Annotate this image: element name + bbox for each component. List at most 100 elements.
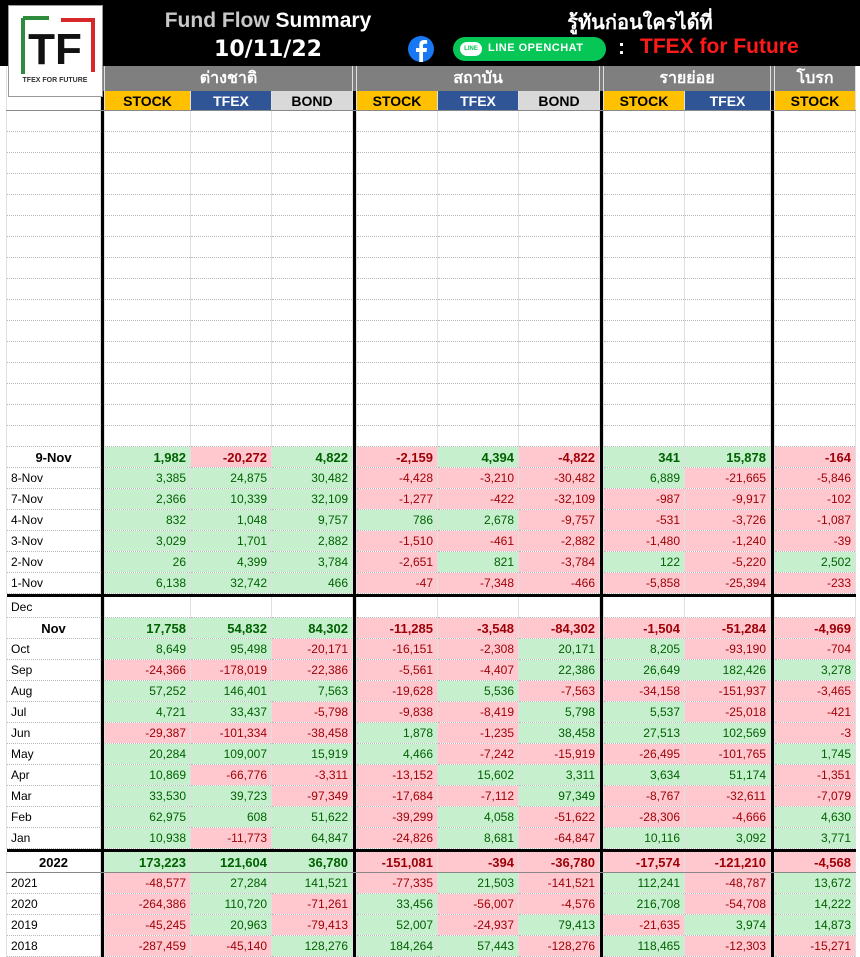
value-cell (518, 597, 600, 618)
value-cell: 1,878 (356, 722, 438, 744)
column-separator (599, 110, 604, 132)
table-row: Nov 17,758 54,832 84,302 -11,285 -3,548 -84,30… (6, 617, 856, 639)
value-cell (271, 194, 353, 216)
value-cell (518, 215, 600, 237)
column-separator (770, 467, 775, 489)
value-cell (104, 404, 191, 426)
row-label: 4-Nov (6, 509, 101, 531)
group-header: ต่างชาติ (104, 66, 353, 91)
slogan: รู้ทันก่อนใครได้ที่ (567, 10, 713, 34)
value-cell: 832 (104, 509, 191, 531)
value-cell (437, 383, 519, 405)
value-cell: -8,419 (437, 701, 519, 723)
column-separator (100, 659, 105, 681)
value-cell: -54,708 (684, 893, 771, 915)
value-cell: 57,252 (104, 680, 191, 702)
column-separator (770, 66, 775, 91)
value-cell: -987 (603, 488, 685, 510)
value-cell (774, 278, 856, 300)
value-cell (684, 383, 771, 405)
facebook-icon[interactable] (400, 35, 442, 63)
value-cell (518, 194, 600, 216)
value-cell: -1,504 (603, 617, 685, 639)
column-header-stock: STOCK (104, 91, 191, 111)
value-cell (518, 299, 600, 321)
value-cell: 13,672 (774, 872, 856, 894)
value-cell (356, 236, 438, 258)
value-cell (603, 278, 685, 300)
column-separator (100, 680, 105, 702)
value-cell (271, 173, 353, 195)
fund-flow-table: ต่างชาติ สถาบัน รายย่อย โบรก STOCK TFEX BOND ST… (6, 66, 856, 957)
value-cell: -16,151 (356, 638, 438, 660)
value-cell (190, 110, 272, 132)
column-separator (352, 488, 357, 510)
column-header-bond: BOND (518, 91, 600, 111)
column-header-stock: STOCK (603, 91, 685, 111)
value-cell: -128,276 (518, 935, 600, 957)
value-cell (271, 131, 353, 153)
value-cell: -151,081 (356, 852, 438, 873)
row-label: May (6, 743, 101, 765)
table-row: Oct 8,649 95,498 -20,171 -16,151 -2,308 20,171… (6, 638, 856, 660)
value-cell (271, 404, 353, 426)
column-separator (352, 278, 357, 300)
column-separator (352, 743, 357, 765)
value-cell: -7,079 (774, 785, 856, 807)
column-separator (770, 701, 775, 723)
value-cell (518, 173, 600, 195)
value-cell: 7,563 (271, 680, 353, 702)
value-cell: 109,007 (190, 743, 272, 765)
value-cell: -21,635 (603, 914, 685, 936)
value-cell: 5,798 (518, 701, 600, 723)
column-separator (100, 806, 105, 828)
column-separator (770, 722, 775, 744)
value-cell: 1,048 (190, 509, 272, 531)
value-cell: 2,882 (271, 530, 353, 552)
table-row: Aug 57,252 146,401 7,563 -19,628 5,536 -7,563-… (6, 680, 856, 702)
value-cell (518, 362, 600, 384)
line-openchat-button[interactable]: LINE LINE OPENCHAT (453, 37, 606, 61)
value-cell: 118,465 (603, 935, 685, 957)
value-cell (603, 257, 685, 279)
value-cell: 26,649 (603, 659, 685, 681)
value-cell: 4,058 (437, 806, 519, 828)
value-cell: 2,366 (104, 488, 191, 510)
value-cell (774, 257, 856, 279)
column-separator (100, 852, 105, 873)
value-cell (190, 215, 272, 237)
value-cell (104, 236, 191, 258)
value-cell: -36,780 (518, 852, 600, 873)
value-cell: 8,205 (603, 638, 685, 660)
column-separator (770, 110, 775, 132)
value-cell (356, 383, 438, 405)
value-cell: -77,335 (356, 872, 438, 894)
column-separator (599, 173, 604, 195)
column-separator (599, 404, 604, 426)
row-label: Feb (6, 806, 101, 828)
value-cell (271, 320, 353, 342)
value-cell: -2,308 (437, 638, 519, 660)
column-separator (100, 320, 105, 342)
value-cell: -1,277 (356, 488, 438, 510)
table-row (6, 236, 856, 258)
column-separator (599, 488, 604, 510)
value-cell: -26,495 (603, 743, 685, 765)
value-cell (190, 425, 272, 447)
row-label: Jan (6, 827, 101, 849)
value-cell: 4,822 (271, 446, 353, 468)
column-separator (352, 110, 357, 132)
column-separator (352, 299, 357, 321)
value-cell (356, 173, 438, 195)
gap-cell (6, 593, 856, 597)
column-separator (352, 446, 357, 468)
table-row: Jan 10,938 -11,773 64,847 -24,826 8,681 -64,84… (6, 827, 856, 849)
value-cell (774, 299, 856, 321)
value-cell: 64,847 (271, 827, 353, 849)
value-cell (356, 257, 438, 279)
column-separator (352, 236, 357, 258)
value-cell (104, 425, 191, 447)
value-cell (437, 257, 519, 279)
value-cell: -3,726 (684, 509, 771, 531)
value-cell (518, 320, 600, 342)
